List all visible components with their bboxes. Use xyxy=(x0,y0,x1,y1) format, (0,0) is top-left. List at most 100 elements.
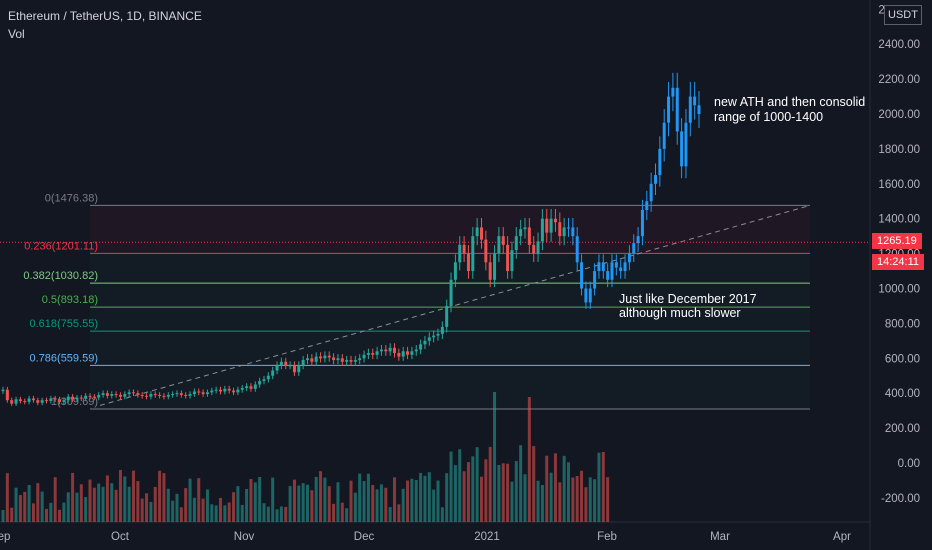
candle-body xyxy=(693,96,697,106)
candle-body xyxy=(536,241,540,254)
volume-bar xyxy=(23,491,27,522)
volume-bar xyxy=(301,483,305,522)
volume-bar xyxy=(58,509,62,522)
candle-body xyxy=(140,394,144,396)
candle-body xyxy=(501,236,505,245)
volume-bar xyxy=(567,462,570,522)
candle-body xyxy=(580,262,584,289)
candle-body xyxy=(345,360,349,362)
candle-body xyxy=(258,380,262,385)
candle-body xyxy=(40,400,44,403)
candle-body xyxy=(527,227,531,245)
candle-body xyxy=(397,353,401,357)
volume-bar xyxy=(553,453,557,522)
candle-body xyxy=(684,122,688,167)
volume-bar xyxy=(436,480,440,522)
candle-body xyxy=(53,398,57,400)
fib-band xyxy=(90,205,810,254)
candle-body xyxy=(205,392,209,395)
candle-body xyxy=(227,388,231,391)
candle-body xyxy=(166,394,170,397)
volume-bar xyxy=(266,506,270,522)
volume-bar xyxy=(132,470,135,522)
volume-bar xyxy=(532,446,536,522)
volume-bar xyxy=(349,480,353,522)
volume-bar xyxy=(205,489,209,522)
volume-bar xyxy=(466,462,470,522)
volume-bar xyxy=(497,464,501,522)
candle-body xyxy=(523,227,527,230)
volume-bar xyxy=(123,476,127,522)
volume-bar xyxy=(118,470,122,522)
candle-body xyxy=(62,400,66,402)
candle-body xyxy=(667,96,671,123)
candle-body xyxy=(340,358,344,362)
candle-body xyxy=(232,390,236,393)
volume-bar xyxy=(275,509,279,522)
currency-button[interactable]: USDT xyxy=(884,5,922,25)
candle-body xyxy=(588,288,592,303)
candle-body xyxy=(636,236,640,244)
volume-bar xyxy=(240,504,244,522)
candle-body xyxy=(558,222,562,237)
volume-bar xyxy=(327,486,331,522)
candle-body xyxy=(149,394,153,397)
candle-body xyxy=(36,400,40,403)
candle-body xyxy=(249,386,253,389)
volume-bar xyxy=(192,497,196,522)
candle-body xyxy=(197,391,201,393)
volume-bar xyxy=(271,477,275,522)
volume-bar xyxy=(49,502,53,522)
price-tick: 200.00 xyxy=(885,423,920,435)
volume-bar xyxy=(410,478,414,522)
candle-body xyxy=(136,393,140,395)
candle-body xyxy=(358,358,362,361)
volume-bar xyxy=(458,449,462,522)
volume-bar xyxy=(284,506,288,522)
candle-body xyxy=(453,262,457,280)
candle-body xyxy=(323,355,327,359)
candle-body xyxy=(449,279,453,306)
volume-bar xyxy=(580,470,584,522)
candle-body xyxy=(245,386,249,388)
last-price-badge: 1265.19 xyxy=(872,233,922,249)
candle-body xyxy=(423,340,427,345)
candle-body xyxy=(5,389,9,401)
candle-body xyxy=(114,394,118,396)
candle-body xyxy=(306,358,309,361)
candle-body xyxy=(14,399,18,404)
price-tick: 1400.00 xyxy=(878,214,920,226)
volume-bar xyxy=(540,484,544,522)
volume-bar xyxy=(66,492,70,522)
volume-bar xyxy=(549,472,553,522)
candle-body xyxy=(219,389,222,392)
volume-bar xyxy=(336,482,340,522)
candle-body xyxy=(175,393,179,395)
volume-label: Vol xyxy=(8,27,25,41)
volume-bar xyxy=(397,504,401,522)
volume-bar xyxy=(571,477,575,522)
dec-note-line1: Just like December 2017 xyxy=(619,292,757,306)
volume-bar xyxy=(449,451,453,522)
volume-bar xyxy=(514,461,518,522)
price-tick: 400.00 xyxy=(885,388,920,400)
price-tick: 2400.00 xyxy=(878,39,920,51)
volume-bar xyxy=(214,505,218,522)
volume-bar xyxy=(36,483,40,522)
volume-bar xyxy=(84,497,88,522)
volume-bar xyxy=(179,507,183,522)
candle-body xyxy=(458,244,462,263)
volume-bar xyxy=(288,486,292,522)
candle-body xyxy=(123,394,127,397)
volume-bar xyxy=(319,471,323,522)
candle-body xyxy=(662,122,666,149)
volume-bar xyxy=(401,488,405,522)
dec-note-line2: although much slower xyxy=(619,306,741,320)
candle-body xyxy=(201,392,205,395)
volume-bar xyxy=(210,504,214,522)
countdown-badge: 14:24:11 xyxy=(872,254,925,270)
time-tick: Oct xyxy=(111,531,130,543)
volume-bar xyxy=(471,456,475,522)
volume-bar xyxy=(127,486,131,522)
